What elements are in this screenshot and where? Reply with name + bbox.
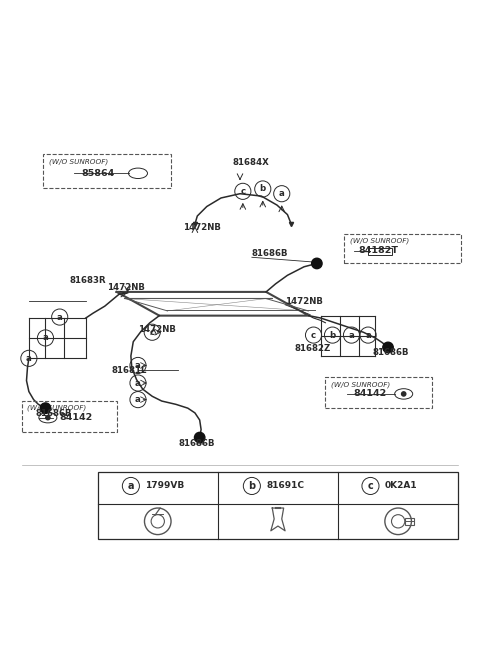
Text: a: a <box>365 331 371 339</box>
Circle shape <box>194 432 205 443</box>
Circle shape <box>383 342 393 352</box>
Circle shape <box>40 403 51 413</box>
Text: a: a <box>26 354 32 363</box>
Text: a: a <box>128 481 134 491</box>
Circle shape <box>312 258 322 269</box>
Text: b: b <box>248 481 255 491</box>
Text: 1472NB: 1472NB <box>107 283 145 291</box>
Text: a: a <box>135 361 141 370</box>
Text: 81686B: 81686B <box>252 250 288 259</box>
Text: c: c <box>368 481 373 491</box>
Text: (W/O SUNROOF): (W/O SUNROOF) <box>331 381 390 388</box>
Text: 81686B: 81686B <box>373 348 409 357</box>
Text: 1472NB: 1472NB <box>285 297 323 306</box>
Bar <box>97 472 458 538</box>
Text: 84142: 84142 <box>60 413 93 422</box>
Text: a: a <box>57 312 62 322</box>
Text: 84142: 84142 <box>354 390 387 398</box>
Text: a: a <box>135 395 141 404</box>
Circle shape <box>45 415 51 421</box>
Text: a: a <box>43 333 48 343</box>
Text: b: b <box>260 185 266 193</box>
Text: 81691C: 81691C <box>266 481 304 491</box>
Text: 81682Z: 81682Z <box>295 345 331 353</box>
Text: c: c <box>150 328 155 337</box>
Text: a: a <box>348 331 354 339</box>
Circle shape <box>401 391 407 397</box>
Text: 81684X: 81684X <box>233 159 270 168</box>
Text: 85864: 85864 <box>81 169 114 178</box>
Text: (W/O SUNROOF): (W/O SUNROOF) <box>49 158 108 164</box>
Text: (W/O SUNROOF): (W/O SUNROOF) <box>350 237 409 244</box>
Text: 84182T: 84182T <box>359 246 398 255</box>
Text: c: c <box>311 331 316 339</box>
Bar <box>405 517 414 525</box>
Text: c: c <box>240 187 245 196</box>
Text: a: a <box>135 379 141 388</box>
Text: (W/O SUNROOF): (W/O SUNROOF) <box>27 405 87 411</box>
Text: a: a <box>279 189 285 198</box>
Text: 81686B: 81686B <box>36 409 72 419</box>
Text: 0K2A1: 0K2A1 <box>384 481 417 491</box>
Text: b: b <box>329 331 336 339</box>
Text: 81686B: 81686B <box>179 440 215 448</box>
Text: 81681L: 81681L <box>112 365 147 375</box>
Text: 1472NB: 1472NB <box>183 223 221 233</box>
Text: 1799VB: 1799VB <box>145 481 184 491</box>
Text: 1472NB: 1472NB <box>138 326 176 334</box>
Text: 81683R: 81683R <box>69 276 106 284</box>
